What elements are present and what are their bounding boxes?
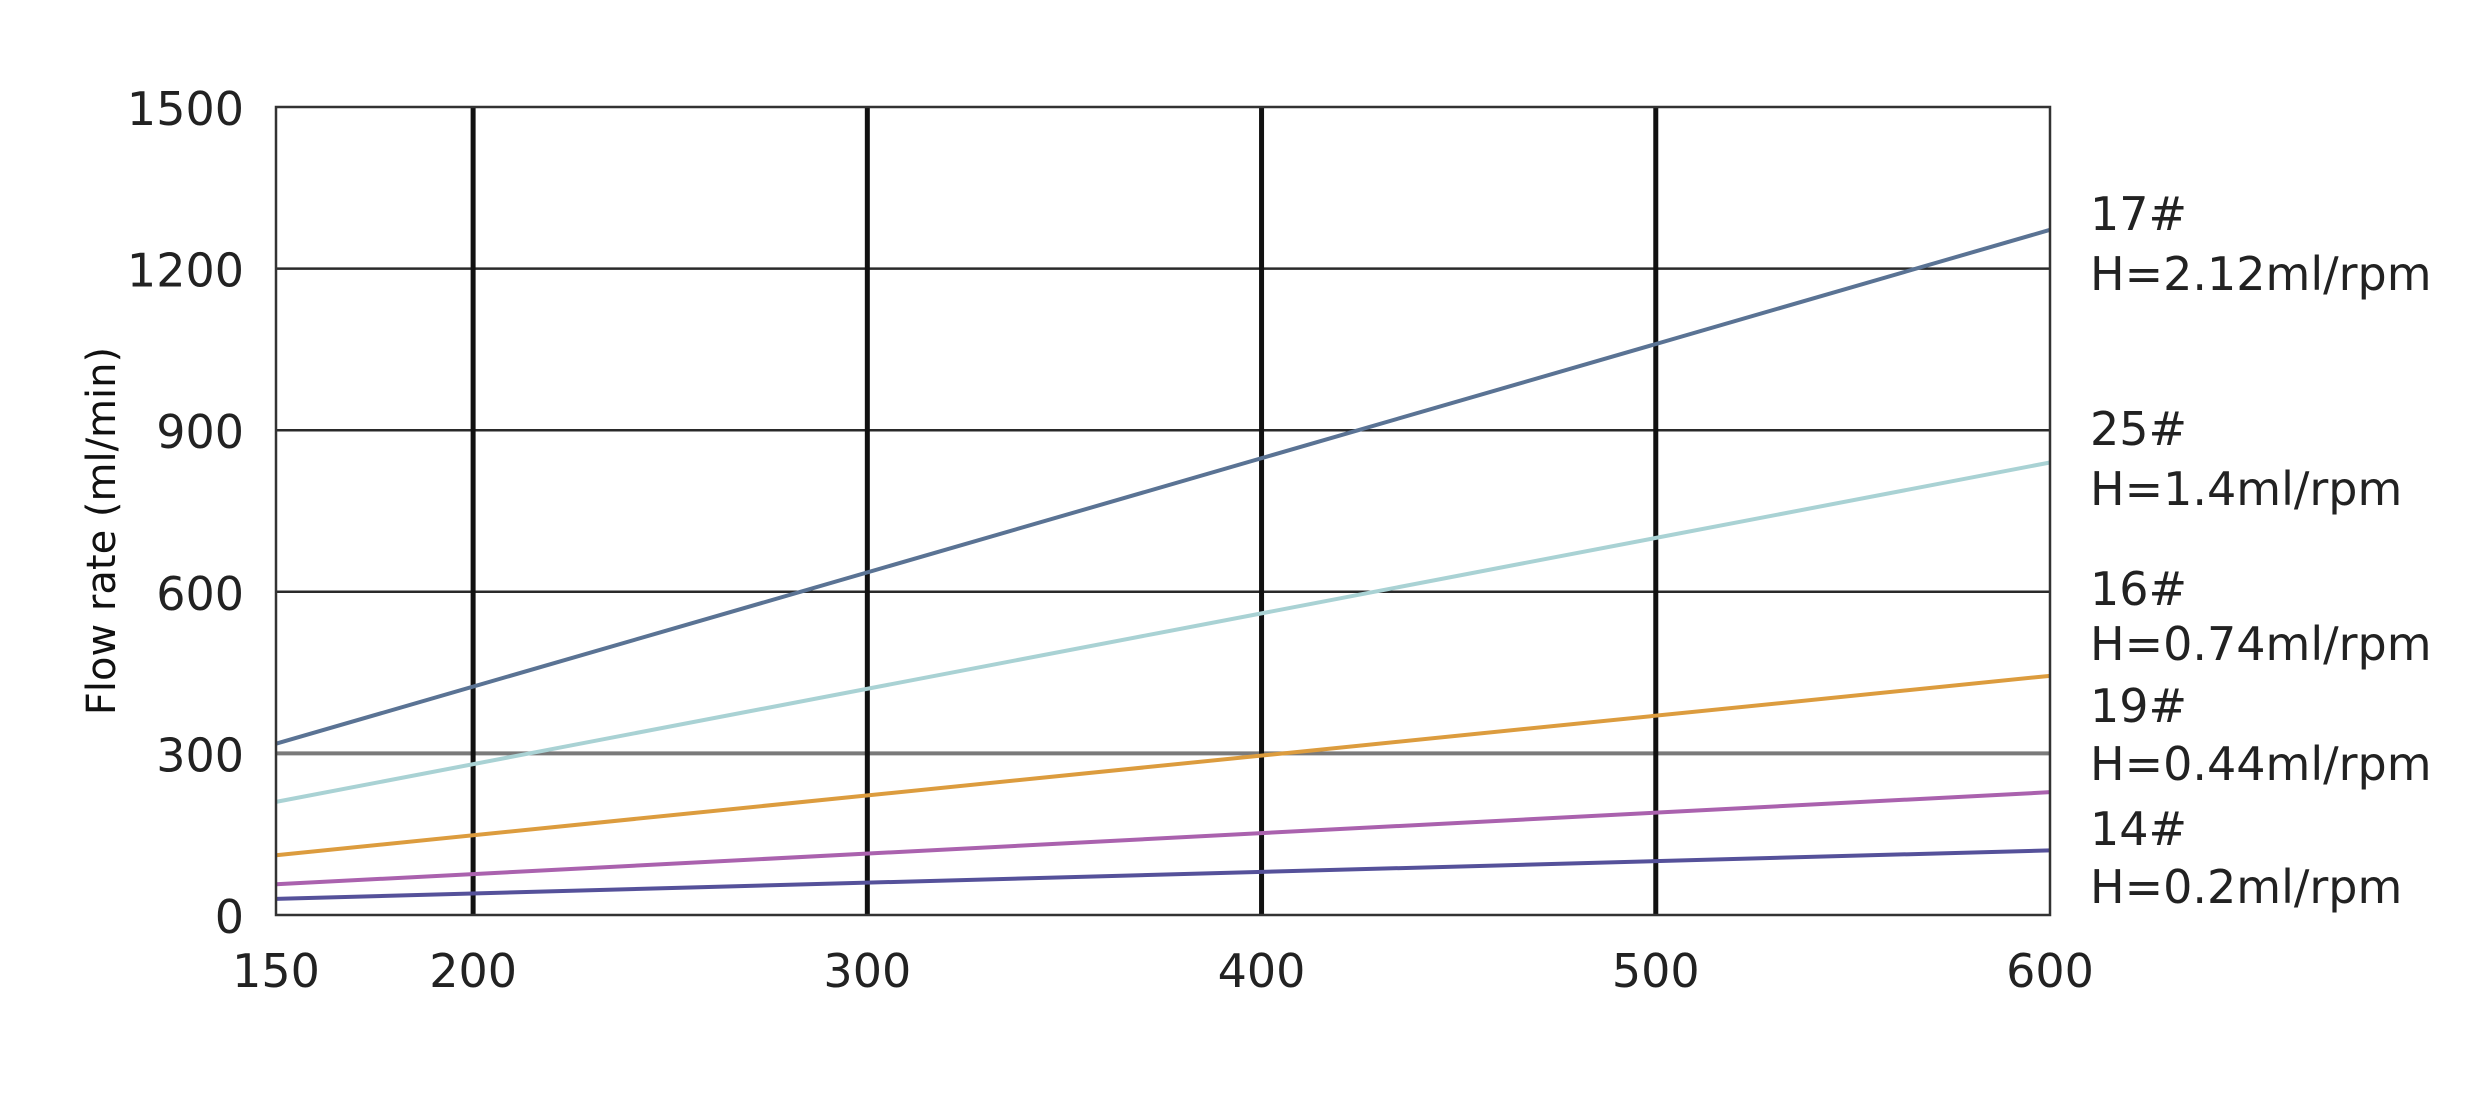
series-label-name-17: 17#: [2090, 187, 2187, 241]
series-line-16: [275, 673, 2051, 858]
y-tick-label-600: 600: [156, 567, 244, 621]
series-label-spec-25: H=1.4ml/rpm: [2090, 462, 2402, 516]
y-tick-label-900: 900: [156, 405, 244, 459]
y-tick-label-0: 0: [215, 890, 244, 944]
grid-layer: [276, 107, 2050, 915]
series-line-17: [275, 227, 2051, 746]
labels-layer: 0 300 600 900 1200 1500 150 200 300 400 500 600 Flow…: [79, 82, 2432, 998]
series-line-14: [275, 848, 2051, 901]
x-tick-label-600: 600: [2006, 944, 2094, 998]
series-label-spec-17: H=2.12ml/rpm: [2090, 247, 2432, 301]
series-label-name-16: 16#: [2090, 562, 2187, 616]
series-label-spec-19: H=0.44ml/rpm: [2090, 737, 2432, 791]
series-label-name-19: 19#: [2090, 679, 2187, 733]
x-tick-label-200: 200: [429, 944, 517, 998]
series-label-spec-16: H=0.74ml/rpm: [2090, 617, 2432, 671]
series-label-spec-14: H=0.2ml/rpm: [2090, 860, 2402, 914]
y-axis-label: Flow rate (ml/min): [79, 347, 125, 715]
x-tick-label-400: 400: [1218, 944, 1306, 998]
axes-layer: [274, 105, 2052, 917]
y-tick-label-1200: 1200: [127, 244, 244, 298]
x-tick-label-500: 500: [1612, 944, 1700, 998]
plot-frame: [274, 105, 2052, 917]
y-tick-label-300: 300: [156, 728, 244, 782]
x-tick-label-300: 300: [823, 944, 911, 998]
series-line-25: [275, 460, 2051, 804]
y-tick-label-1500: 1500: [127, 82, 244, 136]
x-tick-label-150: 150: [232, 944, 320, 998]
series-layer: [275, 227, 2051, 901]
series-label-name-25: 25#: [2090, 402, 2187, 456]
series-line-19: [275, 790, 2051, 887]
series-label-name-14: 14#: [2090, 802, 2187, 856]
